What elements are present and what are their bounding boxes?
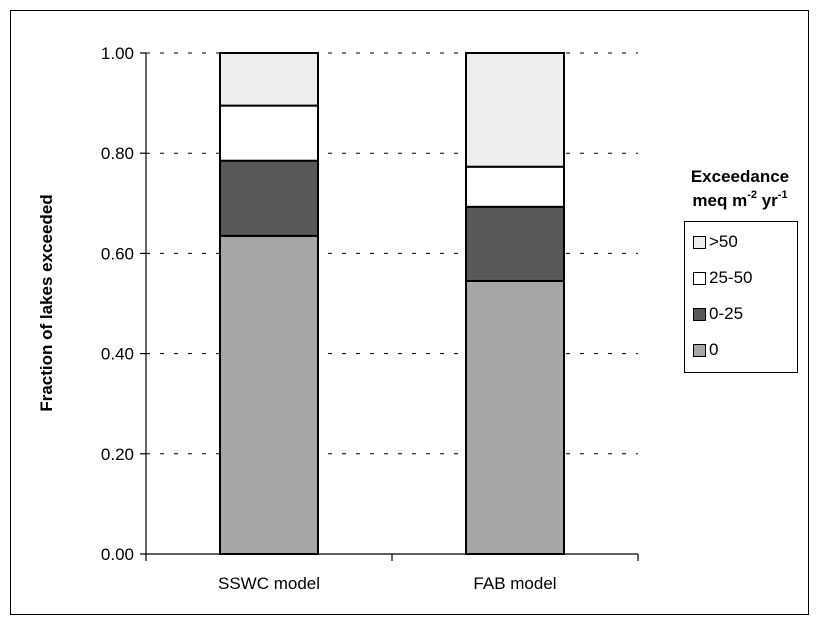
legend: >50 25-50 0-25 0 bbox=[684, 221, 798, 373]
bar-segment-0-25 bbox=[219, 159, 319, 237]
y-tick-label: 0.40 bbox=[101, 345, 134, 364]
legend-swatch bbox=[693, 271, 706, 285]
y-tick-label: 0.80 bbox=[101, 144, 134, 163]
legend-title-line2: meq m-2 yr-1 bbox=[692, 189, 788, 210]
y-tick-label: 1.00 bbox=[101, 44, 134, 63]
legend-item: 0 bbox=[693, 339, 718, 361]
bar-segment->50 bbox=[465, 52, 565, 168]
y-tick-label: 0.60 bbox=[101, 244, 134, 263]
bar-segment-25-50 bbox=[219, 104, 319, 162]
bar-segment-0 bbox=[219, 234, 319, 556]
legend-swatch bbox=[693, 343, 706, 357]
legend-item: 25-50 bbox=[693, 267, 752, 289]
legend-title: Exceedance meq m-2 yr-1 bbox=[655, 165, 821, 213]
x-category-label: SSWC model bbox=[218, 574, 320, 593]
chart-frame bbox=[10, 10, 809, 615]
legend-label: 0 bbox=[709, 340, 719, 359]
y-axis-title: Fraction of lakes exceeded bbox=[37, 194, 56, 411]
legend-label: >50 bbox=[709, 232, 738, 251]
legend-label: 0-25 bbox=[709, 304, 744, 323]
bars bbox=[219, 52, 565, 556]
legend-swatch bbox=[693, 235, 706, 249]
ticks: 0.00 0.20 0.40 0.60 0.80 1.00 SSWC model FAB mo… bbox=[101, 44, 639, 593]
legend-item: 0-25 bbox=[693, 303, 743, 325]
x-category-label: FAB model bbox=[473, 574, 556, 593]
y-tick-label: 0.00 bbox=[101, 545, 134, 564]
bar-segment-0 bbox=[465, 279, 565, 555]
legend-swatch bbox=[693, 307, 706, 321]
bar-segment-0-25 bbox=[465, 205, 565, 282]
legend-label: 25-50 bbox=[709, 268, 753, 287]
y-tick-label: 0.20 bbox=[101, 445, 134, 464]
legend-item: >50 bbox=[693, 231, 738, 253]
bar-segment->50 bbox=[219, 52, 319, 107]
bar-segment-25-50 bbox=[465, 165, 565, 208]
legend-title-line1: Exceedance bbox=[690, 167, 790, 186]
